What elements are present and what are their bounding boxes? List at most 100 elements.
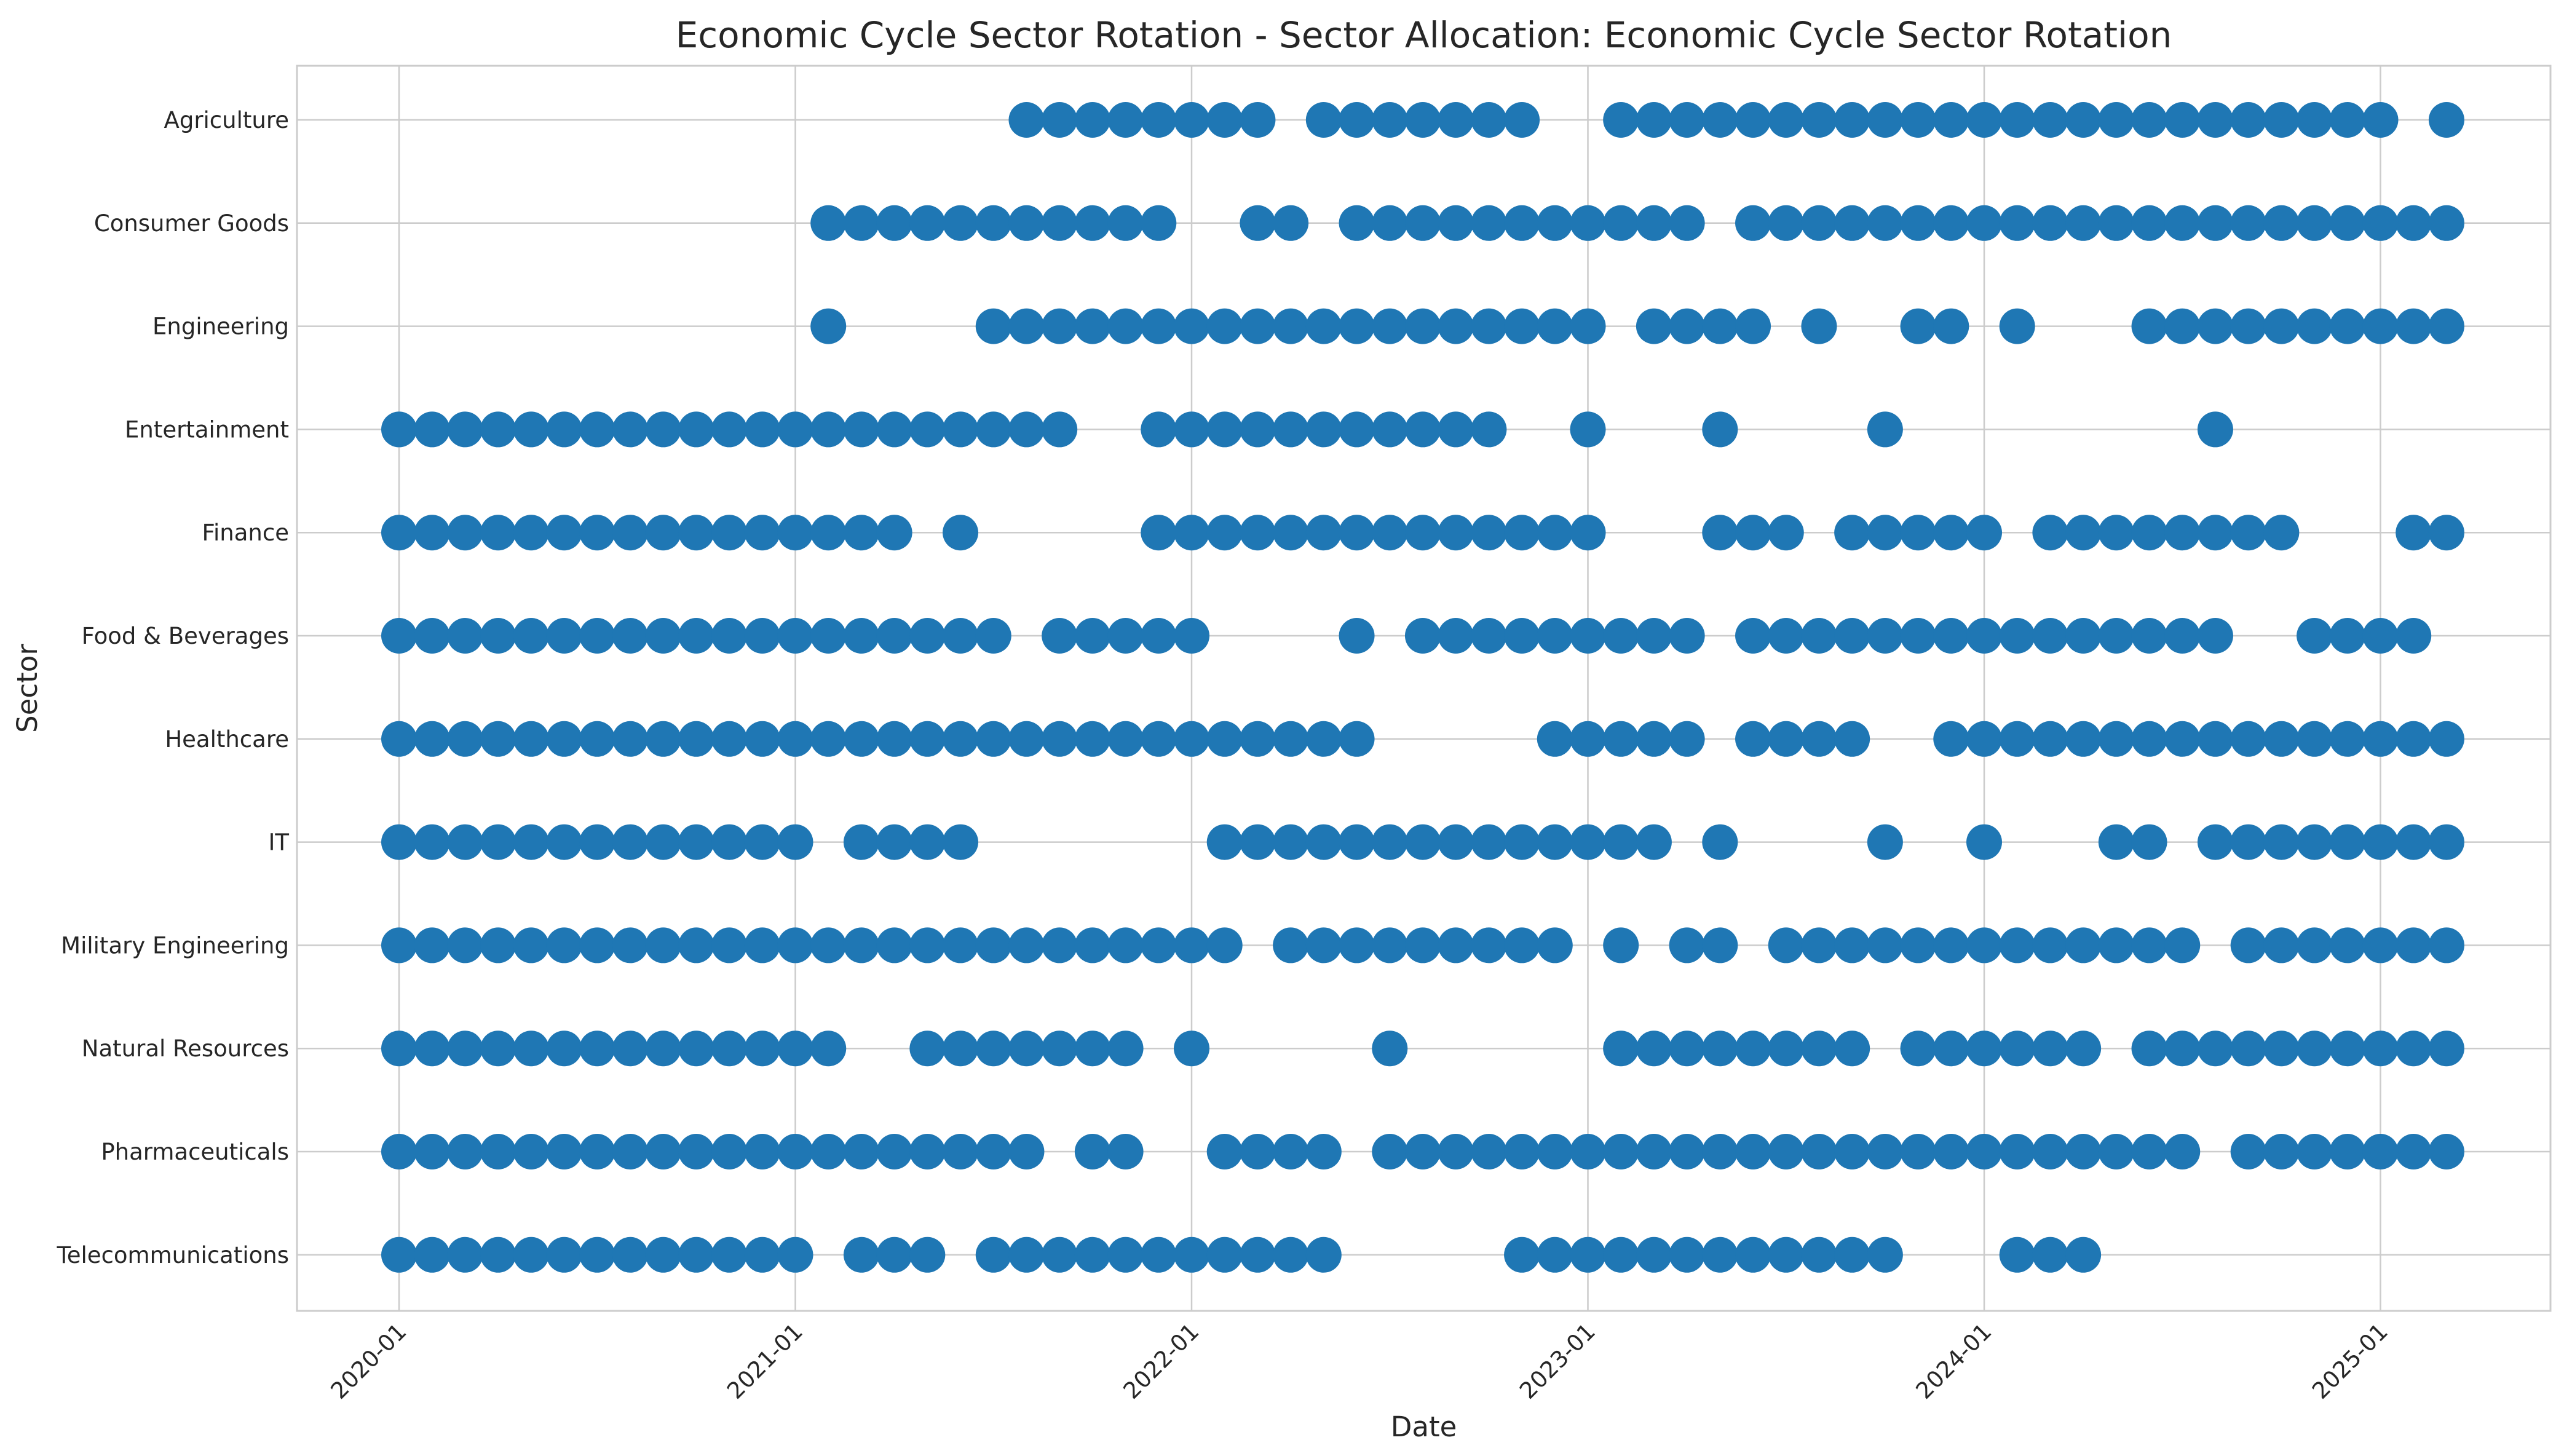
data-point: [2197, 721, 2233, 757]
data-point: [1702, 308, 1738, 344]
data-point: [843, 618, 879, 654]
data-point: [1471, 102, 1507, 138]
data-point: [1636, 102, 1672, 138]
data-point: [2428, 102, 2464, 138]
data-point: [381, 721, 417, 757]
data-point: [2297, 205, 2333, 241]
data-point: [1570, 618, 1606, 654]
data-point: [943, 721, 979, 757]
data-point: [1801, 102, 1837, 138]
data-point: [645, 927, 681, 963]
data-point: [1042, 1031, 1078, 1067]
data-point: [678, 1031, 714, 1067]
data-point: [777, 1236, 813, 1273]
data-point: [1141, 618, 1177, 654]
data-point: [414, 721, 450, 757]
data-point: [612, 411, 648, 448]
data-point: [579, 1236, 615, 1273]
data-point: [1702, 1134, 1738, 1169]
data-point: [1735, 1134, 1771, 1169]
data-point: [1206, 824, 1243, 860]
data-point: [1404, 927, 1441, 963]
data-point: [777, 721, 813, 757]
data-point: [2131, 1031, 2167, 1067]
data-point: [711, 824, 748, 860]
data-point: [2263, 102, 2300, 138]
data-point: [2032, 1236, 2068, 1273]
data-point: [1008, 721, 1045, 757]
data-point: [1768, 205, 1804, 241]
data-point: [1669, 1031, 1705, 1067]
data-point: [777, 824, 813, 860]
data-point: [612, 1236, 648, 1273]
data-point: [1206, 102, 1243, 138]
data-point: [909, 205, 946, 241]
data-point: [1404, 205, 1441, 241]
data-point: [1636, 618, 1672, 654]
data-point: [1471, 308, 1507, 344]
data-point: [2098, 515, 2134, 551]
data-point: [414, 618, 450, 654]
data-point: [1372, 824, 1408, 860]
data-point: [2428, 205, 2464, 241]
data-point: [414, 1134, 450, 1169]
data-point: [1471, 927, 1507, 963]
data-point: [2098, 824, 2134, 860]
data-point: [1537, 308, 1573, 344]
data-point: [1339, 721, 1375, 757]
data-point: [1107, 1236, 1144, 1273]
data-point: [2428, 1031, 2464, 1067]
data-point: [1174, 927, 1209, 963]
data-point: [1305, 515, 1342, 551]
data-point: [1933, 205, 1969, 241]
data-point: [2297, 102, 2333, 138]
data-point: [876, 1134, 912, 1169]
data-point: [1042, 411, 1078, 448]
data-point: [1702, 927, 1738, 963]
data-point: [645, 618, 681, 654]
data-point: [1900, 515, 1936, 551]
data-point: [2032, 1031, 2068, 1067]
data-point: [447, 721, 483, 757]
data-point: [1504, 308, 1540, 344]
data-point: [1966, 515, 2002, 551]
data-point: [1174, 102, 1209, 138]
data-point: [480, 927, 516, 963]
data-point: [1404, 308, 1441, 344]
data-point: [1768, 515, 1804, 551]
x-tick-label: 2025-01: [2307, 1318, 2393, 1404]
data-point: [1603, 1031, 1639, 1067]
data-point: [2098, 618, 2134, 654]
data-point: [810, 1031, 847, 1067]
data-point: [678, 1134, 714, 1169]
data-point: [1735, 102, 1771, 138]
data-point: [1537, 205, 1573, 241]
data-point: [1669, 927, 1705, 963]
data-point: [1141, 515, 1177, 551]
data-point: [1933, 721, 1969, 757]
data-point: [2396, 1031, 2432, 1067]
data-point: [1669, 102, 1705, 138]
data-point: [1008, 1031, 1045, 1067]
data-point: [1240, 515, 1276, 551]
data-point: [2362, 308, 2399, 344]
data-point: [975, 721, 1011, 757]
data-point: [2428, 927, 2464, 963]
data-point: [843, 1236, 879, 1273]
data-point: [744, 721, 780, 757]
data-point: [810, 515, 847, 551]
data-point: [1999, 1031, 2035, 1067]
data-point: [1834, 515, 1870, 551]
data-point: [2428, 721, 2464, 757]
data-point: [2131, 1134, 2167, 1169]
data-point: [2263, 927, 2300, 963]
data-point: [1570, 205, 1606, 241]
data-point: [546, 721, 582, 757]
data-point: [1603, 1236, 1639, 1273]
y-tick-label: Food & Beverages: [82, 623, 289, 649]
data-point: [645, 1031, 681, 1067]
data-point: [612, 824, 648, 860]
data-point: [2396, 618, 2432, 654]
data-point: [1999, 927, 2035, 963]
data-point: [843, 824, 879, 860]
